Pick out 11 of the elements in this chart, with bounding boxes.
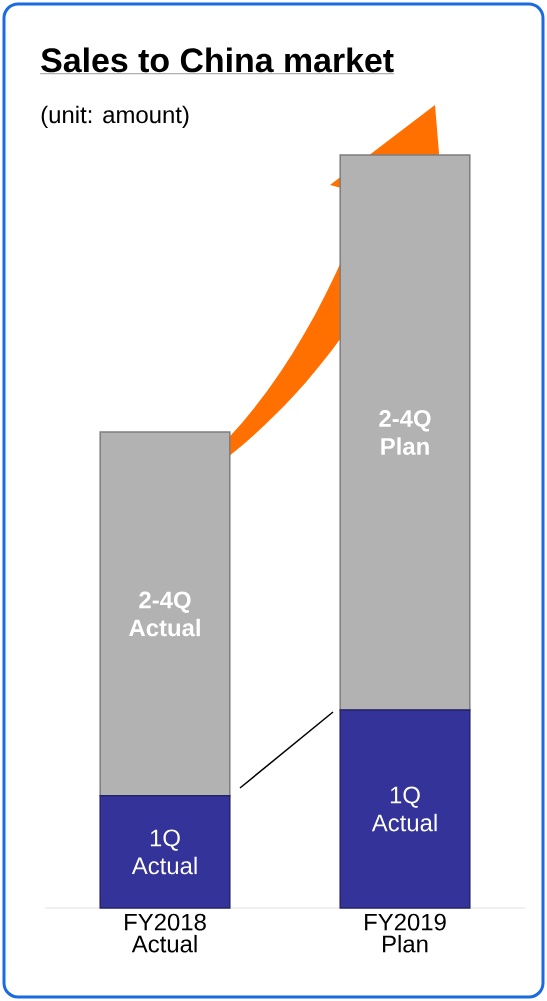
chart-title: Sales to China market (41, 47, 394, 73)
bar (339, 709, 471, 909)
x-tick-label: FY2018 Actual (125, 913, 206, 953)
annotation: 2-4Q Actual (129, 591, 200, 637)
annotation: 1Q Actual (371, 786, 437, 832)
chart-subtitle: (unit: amount) (41, 105, 189, 128)
annotation: 2-4Q Plan (379, 410, 431, 455)
bar (99, 795, 231, 909)
annotation: 1Q Actual (131, 829, 197, 875)
x-tick-label: FY2019 Plan (365, 913, 446, 953)
bar (99, 431, 231, 797)
